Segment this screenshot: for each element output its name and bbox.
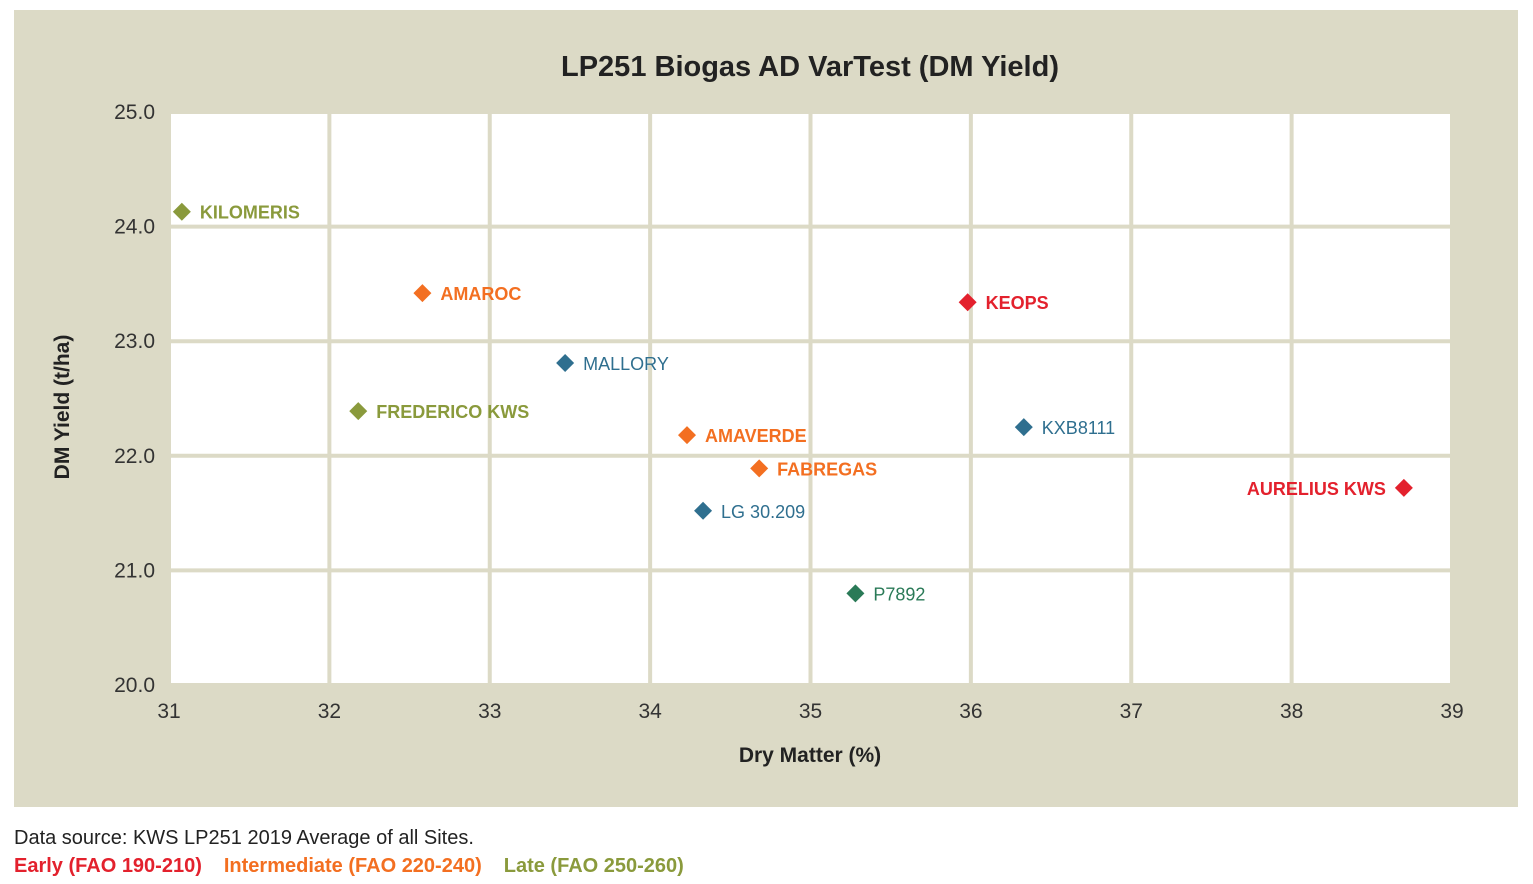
data-point-label: LG 30.209 xyxy=(721,502,805,522)
x-tick-label: 38 xyxy=(1280,700,1303,723)
chart-title: LP251 Biogas AD VarTest (DM Yield) xyxy=(561,51,1059,83)
data-point-marker xyxy=(413,284,432,303)
y-tick-labels: 20.0 21.0 22.0 23.0 24.0 25.0 xyxy=(114,101,155,697)
x-tick-label: 32 xyxy=(318,700,341,723)
data-point-marker xyxy=(750,459,769,478)
data-source-note: Data source: KWS LP251 2019 Average of a… xyxy=(14,827,474,849)
legend-item: Early (FAO 190-210) xyxy=(14,855,202,877)
data-point-label: P7892 xyxy=(873,584,925,604)
data-points: KILOMERIS AMAROC KEOPS MALLORY FREDERICO KWS… xyxy=(172,202,1413,604)
data-point-label: FABREGAS xyxy=(777,459,877,479)
data-point-marker xyxy=(1394,478,1413,497)
data-point-label: AMAROC xyxy=(440,284,521,304)
scatter-chart: LP251 Biogas AD VarTest (DM Yield) Dry M… xyxy=(51,51,1464,767)
x-tick-label: 37 xyxy=(1120,700,1143,723)
y-axis-label: DM Yield (t/ha) xyxy=(51,335,74,480)
y-tick-label: 22.0 xyxy=(114,445,155,468)
x-tick-label: 35 xyxy=(799,700,822,723)
data-point-label: KXB8111 xyxy=(1042,418,1115,438)
y-tick-label: 20.0 xyxy=(114,674,155,697)
y-tick-label: 21.0 xyxy=(114,559,155,582)
legend-item: Intermediate (FAO 220-240) xyxy=(223,855,482,877)
data-point-marker xyxy=(172,202,191,221)
data-point-label: KILOMERIS xyxy=(200,203,300,223)
x-axis-label: Dry Matter (%) xyxy=(739,744,881,767)
x-tick-label: 34 xyxy=(638,700,662,723)
x-tick-label: 39 xyxy=(1440,700,1463,723)
legend-item: Late (FAO 250-260) xyxy=(503,855,684,877)
data-point-label: MALLORY xyxy=(583,354,669,374)
x-tick-label: 31 xyxy=(157,700,180,723)
x-tick-label: 36 xyxy=(959,700,982,723)
chart-panel: LP251 Biogas AD VarTest (DM Yield) Dry M… xyxy=(14,10,1518,807)
x-tick-label: 33 xyxy=(478,700,501,723)
x-tick-labels: 31 32 33 34 35 36 37 38 39 xyxy=(157,700,1463,723)
data-point-marker xyxy=(958,293,977,312)
y-tick-label: 23.0 xyxy=(114,330,155,353)
data-point-label: FREDERICO KWS xyxy=(376,402,529,422)
legend: Early (FAO 190-210) Intermediate (FAO 220… xyxy=(14,852,706,880)
grid xyxy=(167,110,1454,687)
data-point-marker xyxy=(1014,418,1033,437)
data-point-marker xyxy=(678,426,697,445)
y-tick-label: 24.0 xyxy=(114,216,155,239)
data-point-label: AURELIUS KWS xyxy=(1247,479,1386,499)
data-point-marker xyxy=(694,501,713,520)
data-point-marker xyxy=(846,584,865,603)
footer: Data source: KWS LP251 2019 Average of a… xyxy=(14,824,706,880)
data-point-marker xyxy=(556,353,575,372)
data-point-marker xyxy=(349,402,368,421)
data-point-label: KEOPS xyxy=(986,293,1049,313)
data-point-label: AMAVERDE xyxy=(705,426,807,446)
y-tick-label: 25.0 xyxy=(114,101,155,124)
